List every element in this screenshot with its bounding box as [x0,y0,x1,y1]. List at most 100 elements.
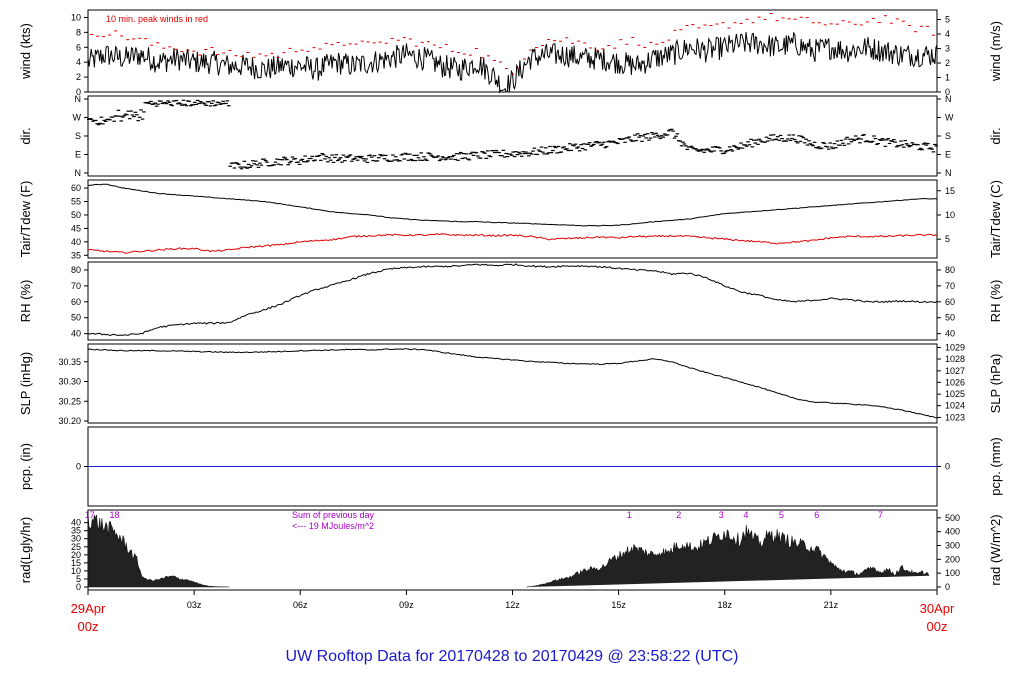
left-tick-label: 0 [76,462,81,472]
right-tick-label: 2 [945,58,950,68]
right-axis-label: SLP (hPa) [988,354,1003,414]
left-tick-label: 5 [76,574,81,584]
end-date-label: 30Apr [920,601,955,616]
right-tick-label: 5 [945,234,950,244]
left-tick-label: 10 [71,566,81,576]
panel-rh: RH (%) RH (%) 40 50 60 70 80 40 50 60 70 80 [18,261,1003,341]
left-tick-label: 60 [71,297,81,307]
left-tick-label: 15 [71,558,81,568]
right-tick-label: 50 [945,313,955,323]
left-tick-label: N [75,94,82,104]
sun-hour-label: 2 [676,510,681,520]
left-tick-label: N [75,168,82,178]
sun-hour-label: 17 [85,510,95,520]
right-tick-label: 70 [945,281,955,291]
sun-hour-label: 7 [878,510,883,520]
right-tick-label: 1025 [945,389,965,399]
left-axis-label: wind (kts) [18,23,33,80]
air-temperature-line [87,183,938,227]
left-tick-label: 30.25 [58,396,81,406]
left-tick-label: 70 [71,281,81,291]
left-tick-label: W [73,113,82,123]
left-tick-label: 55 [71,197,81,207]
left-tick-label: 50 [71,313,81,323]
right-tick-label: 4 [945,29,950,39]
panel-dir: dir. dir.N NE ES SW WN N [18,94,1003,178]
left-tick-label: 80 [71,265,81,275]
left-tick-label: 0 [76,582,81,592]
left-axis-label: pcp. (in) [18,443,33,490]
right-tick-label: 1 [945,73,950,83]
x-tick-label: 18z [717,600,732,610]
left-axis-label: dir. [18,127,33,144]
left-tick-label: S [75,131,81,141]
right-tick-label: E [945,150,951,160]
right-tick-label: 200 [945,554,960,564]
right-tick-label: 100 [945,568,960,578]
left-tick-label: 20 [71,550,81,560]
right-tick-label: 40 [945,329,955,339]
right-axis-label: rad (W/m^2) [988,514,1003,585]
left-tick-label: 60 [71,183,81,193]
left-tick-label: 35 [71,250,81,260]
right-tick-label: 500 [945,513,960,523]
left-tick-label: 8 [76,27,81,37]
left-tick-label: 50 [71,210,81,220]
panel-frame [87,343,938,424]
right-tick-label: 80 [945,265,955,275]
right-axis-label: RH (%) [988,280,1003,323]
x-tick-label: 12z [505,600,520,610]
left-tick-label: 0 [76,87,81,97]
right-tick-label: 0 [945,462,950,472]
left-axis-label: rad(Lgly/hr) [18,517,33,583]
end-time-label: 00z [927,619,948,634]
right-tick-label: 1024 [945,401,965,411]
left-tick-label: E [75,150,81,160]
right-axis-label: Tair/Tdew (C) [988,180,1003,258]
relative-humidity-line [87,263,938,336]
left-tick-label: 30 [71,534,81,544]
right-tick-label: 0 [945,87,950,97]
left-axis-label: SLP (inHg) [18,352,33,415]
peak-wind-note: 10 min. peak winds in red [106,14,208,24]
panel-slp: SLP (inHg) SLP (hPa) 30.20 30.25 30.30 30.35 1… [18,343,1003,426]
daily-sum-label: Sum of previous day [292,510,375,520]
left-tick-label: 25 [71,542,81,552]
right-tick-label: 1023 [945,412,965,422]
footer-title: UW Rooftop Data for 20170428 to 20170429… [285,648,739,665]
x-tick-label: 03z [187,600,202,610]
right-tick-label: 400 [945,527,960,537]
left-tick-label: 30.30 [58,377,81,387]
left-tick-label: 2 [76,72,81,82]
left-tick-label: 4 [76,57,81,67]
left-tick-label: 30.20 [58,416,81,426]
right-tick-label: 1028 [945,354,965,364]
right-tick-label: 3 [945,44,950,54]
x-tick-label: 21z [824,600,839,610]
left-tick-label: 40 [71,329,81,339]
sun-hour-label: 5 [779,510,784,520]
right-tick-label: 1026 [945,377,965,387]
x-tick-label: 06z [293,600,308,610]
sun-hour-label: 3 [719,510,724,520]
panel-wind: wind (kts) wind (m/s) 0 2 4 6 8 10 0 1 2 3 4 5 10 min.… [18,9,1003,97]
right-axis-label: wind (m/s) [988,21,1003,82]
left-tick-label: 45 [71,223,81,233]
left-tick-label: 40 [71,518,81,528]
right-tick-label: W [945,113,954,123]
panel-pcp: pcp. (in) pcp. (mm) 0 0 [18,426,1003,507]
right-tick-label: 1027 [945,366,965,376]
right-axis-label: pcp. (mm) [988,437,1003,496]
left-axis-label: RH (%) [18,280,33,323]
left-tick-label: 30.35 [58,357,81,367]
right-tick-label: 15 [945,186,955,196]
sun-hour-label: 18 [110,510,120,520]
left-tick-label: 10 [71,12,81,22]
right-tick-label: 0 [945,582,950,592]
right-tick-label: S [945,131,951,141]
right-tick-label: 60 [945,297,955,307]
left-axis-label: Tair/Tdew (F) [18,181,33,258]
panel-frame [87,179,938,259]
x-tick-label: 09z [399,600,414,610]
